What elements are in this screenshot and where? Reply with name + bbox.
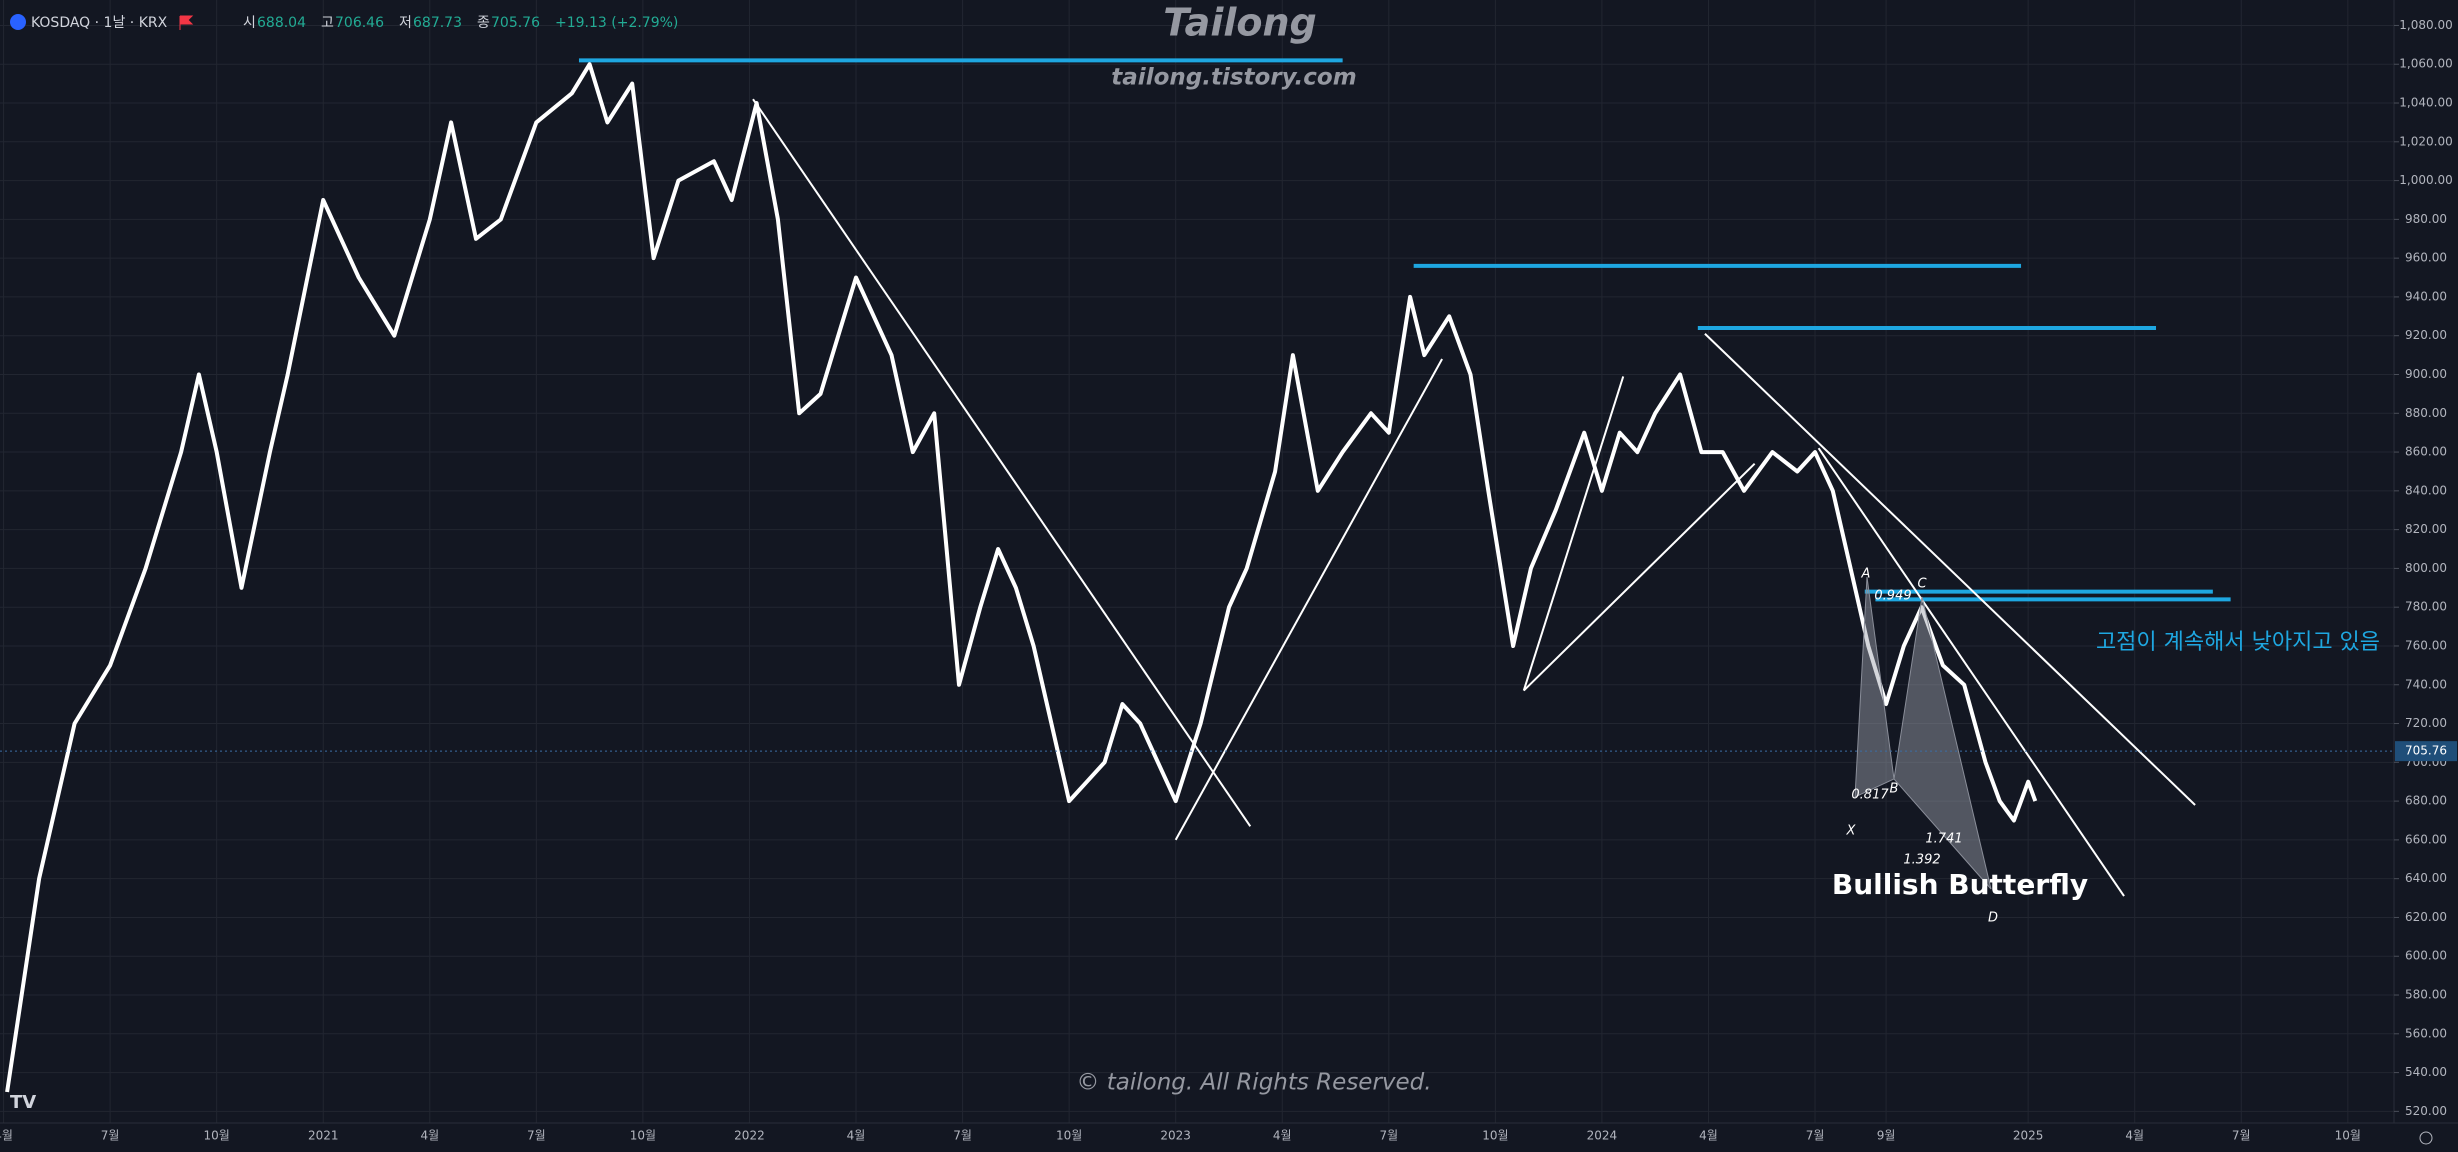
pattern-point: C	[1917, 577, 1927, 592]
x-tick-label: 10월	[204, 1129, 230, 1143]
x-tick-label: 4월	[847, 1129, 866, 1143]
y-tick-label: 660.00	[2405, 832, 2447, 846]
x-tick-label: 7월	[1806, 1129, 1825, 1143]
y-tick-label: 620.00	[2405, 910, 2447, 924]
trendline	[752, 98, 1252, 827]
y-tick-label: 560.00	[2405, 1026, 2447, 1040]
grid	[0, 0, 2394, 1123]
annotation: 고점이 계속해서 낮아지고 있음	[2096, 630, 2380, 655]
symbol-icon	[10, 14, 26, 30]
change: +19.13 (+2.79%)	[555, 15, 678, 31]
pattern-ratio: 1.392	[1903, 853, 1940, 868]
y-tick-label: 840.00	[2405, 483, 2447, 497]
x-tick-label: 10월	[1056, 1129, 1082, 1143]
x-tick-label: 2024	[1587, 1129, 1618, 1143]
watermark-title: Tailong	[1163, 1, 1316, 45]
last-price-label: 705.76	[2405, 744, 2447, 758]
ohlc: 시 688.04 고 706.46 저 687.73 종 705.76 +19.13 (+2.7…	[243, 15, 678, 31]
x-tick-label: 2023	[1160, 1129, 1191, 1143]
y-tick-label: 920.00	[2405, 328, 2447, 342]
x-tick-label: 10월	[2335, 1129, 2361, 1143]
x-tick-label: 7월	[527, 1129, 546, 1143]
ohlc-value: 706.46	[335, 15, 384, 31]
ohlc-value: 688.04	[257, 15, 306, 31]
x-tick-label: 4월	[0, 1129, 13, 1143]
symbol: KOSDAQ · 1날 · KRX	[31, 15, 168, 31]
y-tick-label: 540.00	[2405, 1065, 2447, 1079]
x-tick-label: 10월	[1482, 1129, 1508, 1143]
x-tick-label: 4월	[420, 1129, 439, 1143]
x-tick-label: 4월	[2125, 1129, 2144, 1143]
x-tick-label: 7월	[2232, 1129, 2251, 1143]
y-tick-label: 600.00	[2405, 949, 2447, 963]
ohlc-label: 종	[477, 15, 490, 31]
x-tick-label: 2022	[734, 1129, 765, 1143]
y-tick-label: 680.00	[2405, 794, 2447, 808]
x-tick-label: 2025	[2013, 1129, 2044, 1143]
trendline	[1704, 333, 2196, 806]
pattern-ratio: 0.817	[1851, 788, 1889, 803]
tv-logo: TV	[10, 1092, 36, 1113]
pattern-point: D	[1988, 911, 1998, 926]
pattern-point: A	[1861, 567, 1871, 582]
y-tick-label: 880.00	[2405, 406, 2447, 420]
flag-icon	[179, 15, 194, 30]
trendline	[1522, 376, 1625, 691]
y-tick-label: 1,060.00	[2399, 57, 2452, 71]
y-tick-label: 640.00	[2405, 871, 2447, 885]
pattern-ratio: 1.741	[1925, 832, 1962, 847]
x-tick-label: 9월	[1877, 1129, 1896, 1143]
copyright: © tailong. All Rights Reserved.	[1076, 1070, 1431, 1096]
watermark-subtitle: tailong.tistory.com	[1111, 65, 1356, 91]
y-tick-label: 520.00	[2405, 1104, 2447, 1118]
y-tick-label: 760.00	[2405, 638, 2447, 652]
ohlc-value: 705.76	[491, 15, 540, 31]
trendline	[1174, 358, 1443, 841]
ohlc-label: 저	[399, 15, 412, 31]
x-tick-label: 7월	[1379, 1129, 1398, 1143]
pattern-bcd	[1893, 596, 1992, 890]
x-tick-label: 2021	[308, 1129, 339, 1143]
pattern-xab	[1854, 576, 1895, 798]
y-tick-label: 1,000.00	[2399, 173, 2452, 187]
trendline	[1817, 447, 2125, 897]
y-tick-label: 900.00	[2405, 367, 2447, 381]
x-tick-label: 7월	[101, 1129, 120, 1143]
y-tick-label: 820.00	[2405, 522, 2447, 536]
y-tick-label: 860.00	[2405, 445, 2447, 459]
settings-icon[interactable]	[2419, 1131, 2433, 1145]
y-tick-label: 1,080.00	[2399, 18, 2452, 32]
pattern-ratio: 0.949	[1874, 589, 1911, 604]
x-tick-label: 4월	[1273, 1129, 1292, 1143]
price-line	[5, 62, 2038, 1093]
y-tick-label: 720.00	[2405, 716, 2447, 730]
ohlc-value: 687.73	[413, 15, 462, 31]
trendline	[1523, 462, 1756, 692]
y-tick-label: 960.00	[2405, 251, 2447, 265]
marks	[5, 58, 2231, 1093]
x-tick-label: 10월	[630, 1129, 656, 1143]
y-tick-label: 940.00	[2405, 289, 2447, 303]
y-tick-label: 980.00	[2405, 212, 2447, 226]
pattern-point: B	[1890, 782, 1899, 797]
x-tick-label: 4월	[1699, 1129, 1718, 1143]
pattern-point: X	[1846, 824, 1857, 839]
ohlc-label: 고	[321, 15, 334, 31]
ohlc-label: 시	[243, 15, 256, 31]
y-tick-label: 800.00	[2405, 561, 2447, 575]
y-tick-label: 1,040.00	[2399, 96, 2452, 110]
y-tick-label: 780.00	[2405, 600, 2447, 614]
y-tick-label: 580.00	[2405, 988, 2447, 1002]
y-tick-label: 1,020.00	[2399, 134, 2452, 148]
x-tick-label: 7월	[953, 1129, 972, 1143]
last-price-tag	[2395, 741, 2457, 762]
y-tick-label: 740.00	[2405, 677, 2447, 691]
pattern-name: Bullish Butterfly	[1832, 868, 2088, 901]
